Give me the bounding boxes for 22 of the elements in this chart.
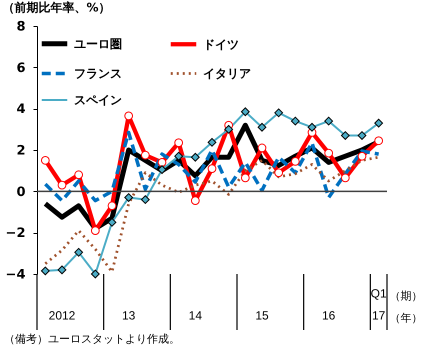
y-tick-label: −2	[6, 226, 26, 242]
x-tick-label: 14	[188, 308, 202, 322]
legend-label: イタリア	[203, 66, 251, 80]
y-tick-label: 4	[16, 102, 26, 118]
y-tick-label: 0	[16, 184, 26, 200]
legend-label: ドイツ	[203, 37, 239, 52]
text: （備考）ユーロスタットより作成。	[4, 332, 180, 346]
y-tick-label: 2	[16, 144, 26, 158]
x-axis-title: （期）	[390, 290, 422, 302]
legend-label: ユーロ圏	[74, 36, 122, 51]
x-tick-label: 15	[255, 308, 269, 322]
x-tick-label: 13	[122, 308, 136, 322]
text: （年）	[390, 312, 422, 324]
legend-label: フランス	[74, 66, 122, 80]
legend-label: スペイン	[74, 93, 122, 107]
x-tick-label: 16	[322, 308, 336, 322]
y-axis-title: （前期比年率、%）	[2, 0, 111, 14]
y-tick-label: −4	[6, 268, 26, 282]
x-tick-label: Q1 17	[370, 286, 387, 322]
y-tick-label: 8	[16, 20, 26, 34]
x-tick-label: 2012	[48, 308, 76, 322]
y-tick-label: 6	[16, 60, 26, 76]
